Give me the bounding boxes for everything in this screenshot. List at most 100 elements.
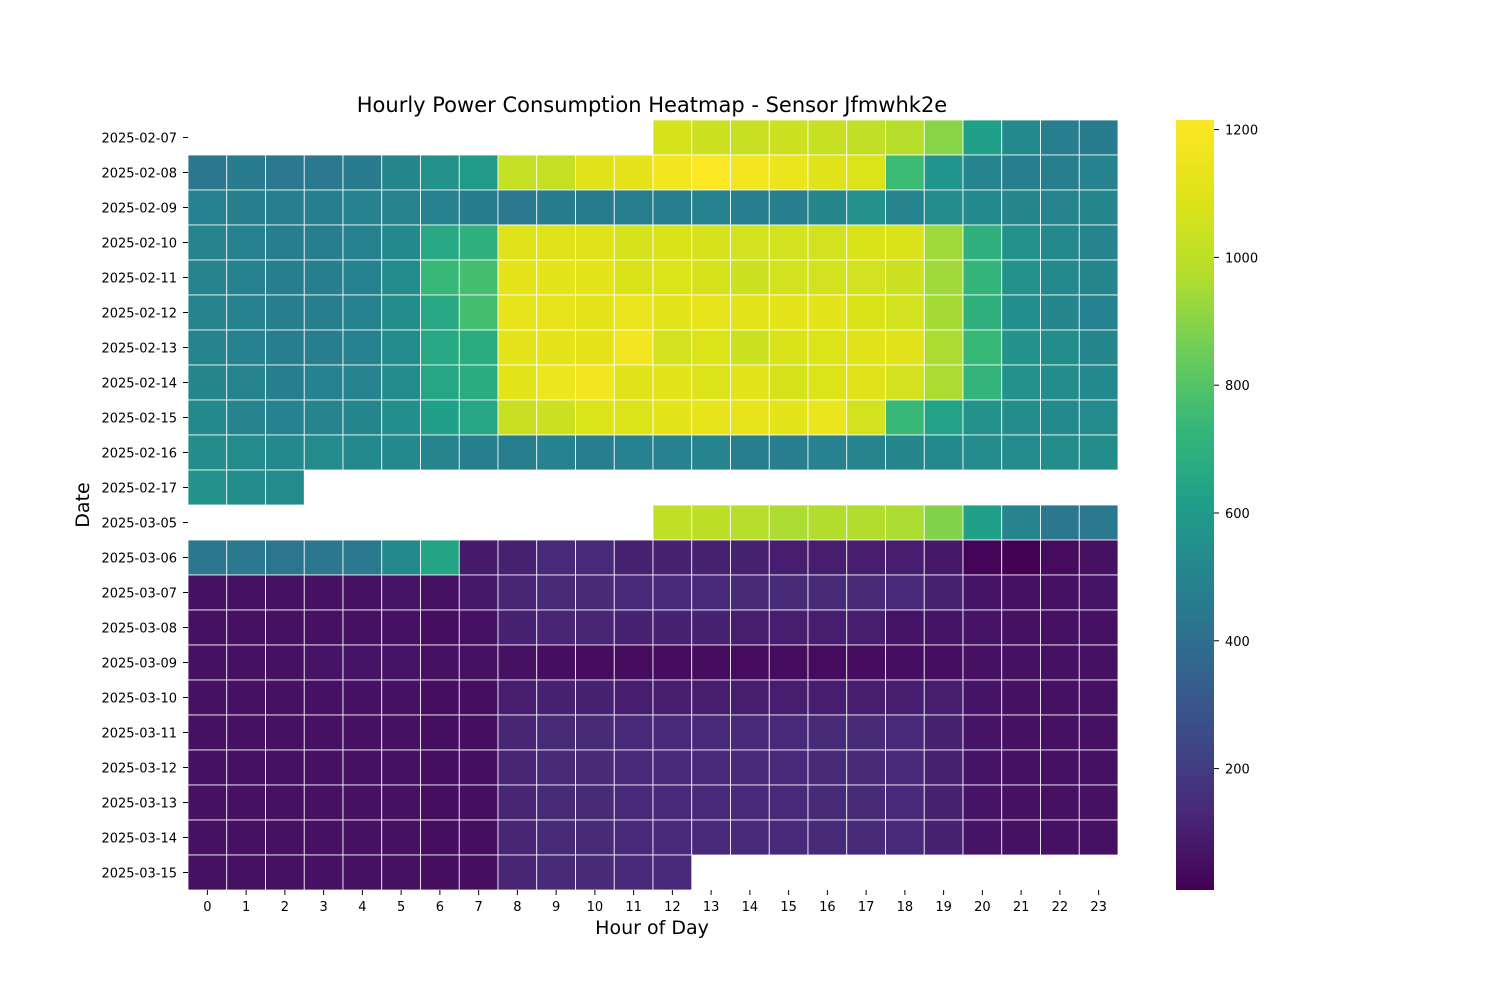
heatmap-cell	[458, 294, 499, 331]
heatmap-cell	[575, 539, 615, 576]
heatmap-cell	[342, 854, 383, 891]
heatmap-cell	[497, 854, 538, 891]
heatmap-cell	[691, 434, 731, 471]
heatmap-cell	[691, 819, 731, 856]
colorbar-tick-label: 200	[1225, 763, 1250, 778]
y-axis: 2025-02-07 2025-02-08 2025-02-09 2025-02-10…	[101, 132, 188, 882]
heatmap-cell	[187, 399, 228, 436]
heatmap-cell	[1040, 259, 1080, 296]
y-tick-label: 2025-02-14	[101, 377, 177, 392]
heatmap-cell	[342, 154, 383, 191]
heatmap-cell	[768, 434, 809, 471]
heatmap-cell	[1040, 434, 1080, 471]
heatmap-cell	[691, 644, 731, 681]
heatmap-cell	[381, 259, 421, 296]
heatmap-cell	[497, 259, 538, 296]
heatmap-cell	[885, 784, 925, 821]
heatmap-cell	[846, 294, 886, 331]
heatmap-cell	[381, 224, 421, 261]
heatmap-cell	[691, 294, 731, 331]
y-tick-label: 2025-02-12	[101, 307, 177, 322]
heatmap-cell	[730, 749, 770, 786]
heatmap-cell	[613, 539, 654, 576]
heatmap-cell	[226, 784, 266, 821]
heatmap-cell	[846, 329, 886, 366]
heatmap-cell	[807, 644, 848, 681]
heatmap-cell	[381, 679, 421, 716]
heatmap-cell	[536, 329, 576, 366]
heatmap-cell	[768, 749, 809, 786]
heatmap-cell	[381, 784, 421, 821]
heatmap-cell	[1040, 714, 1080, 751]
heatmap-cell	[265, 364, 305, 401]
heatmap-cell	[730, 784, 770, 821]
heatmap-cell	[342, 819, 383, 856]
heatmap-cell	[458, 224, 499, 261]
heatmap-cell	[923, 224, 964, 261]
heatmap-cell	[575, 364, 615, 401]
heatmap-cell	[1040, 749, 1080, 786]
heatmap-cell	[381, 854, 421, 891]
heatmap-cell	[458, 434, 499, 471]
heatmap-cell	[1001, 294, 1041, 331]
heatmap-cell	[265, 434, 305, 471]
heatmap-cell	[885, 189, 925, 226]
x-tick-label: 8	[513, 900, 521, 915]
heatmap-cell	[807, 539, 848, 576]
heatmap-cell	[613, 294, 654, 331]
heatmap-cell	[885, 819, 925, 856]
heatmap-cell	[575, 434, 615, 471]
heatmap-cell	[730, 539, 770, 576]
heatmap-cell	[265, 294, 305, 331]
heatmap-cell	[303, 609, 344, 646]
heatmap-cell	[497, 679, 538, 716]
heatmap-cell	[923, 644, 964, 681]
colorbar-tick-label: 800	[1225, 379, 1250, 394]
heatmap-cell	[846, 644, 886, 681]
heatmap-cell	[497, 819, 538, 856]
heatmap-cell	[458, 259, 499, 296]
heatmap-cell	[381, 434, 421, 471]
colorbar-axis: 200 400 600 800 1000 1200	[1214, 124, 1258, 778]
x-tick-label: 20	[974, 900, 991, 915]
heatmap-cell	[420, 224, 460, 261]
heatmap-cell	[1078, 504, 1119, 541]
heatmap-cell	[962, 539, 1003, 576]
heatmap-cell	[303, 329, 344, 366]
heatmap-cell	[730, 819, 770, 856]
heatmap-cell	[846, 679, 886, 716]
heatmap-cell	[962, 714, 1003, 751]
heatmap-cell	[652, 399, 693, 436]
heatmap-cell	[923, 189, 964, 226]
heatmap-cell	[962, 154, 1003, 191]
heatmap-cell	[613, 714, 654, 751]
heatmap-cell	[1040, 119, 1080, 156]
heatmap-cell	[885, 749, 925, 786]
heatmap-cell	[1001, 119, 1041, 156]
heatmap-cell	[1078, 714, 1119, 751]
heatmap-cell	[342, 679, 383, 716]
heatmap-cell	[768, 259, 809, 296]
heatmap-cell	[885, 399, 925, 436]
heatmap-cell	[768, 539, 809, 576]
colorbar-tick-label: 600	[1225, 507, 1250, 522]
heatmap-cell	[1040, 504, 1080, 541]
y-tick-label: 2025-02-08	[101, 167, 177, 182]
heatmap-cell	[265, 644, 305, 681]
colorbar-tick-label: 1200	[1225, 124, 1258, 139]
heatmap-cell	[730, 259, 770, 296]
heatmap-cell	[807, 504, 848, 541]
heatmap-cell	[381, 154, 421, 191]
y-tick-label: 2025-03-15	[101, 867, 177, 882]
heatmap-cell	[381, 189, 421, 226]
heatmap-cell	[1078, 259, 1119, 296]
heatmap-cell	[497, 329, 538, 366]
heatmap-cell	[613, 749, 654, 786]
heatmap-cell	[807, 434, 848, 471]
heatmap-cell	[303, 189, 344, 226]
heatmap-cell	[187, 294, 228, 331]
heatmap-cell	[497, 224, 538, 261]
y-tick-label: 2025-02-09	[101, 202, 177, 217]
heatmap-cell	[652, 644, 693, 681]
